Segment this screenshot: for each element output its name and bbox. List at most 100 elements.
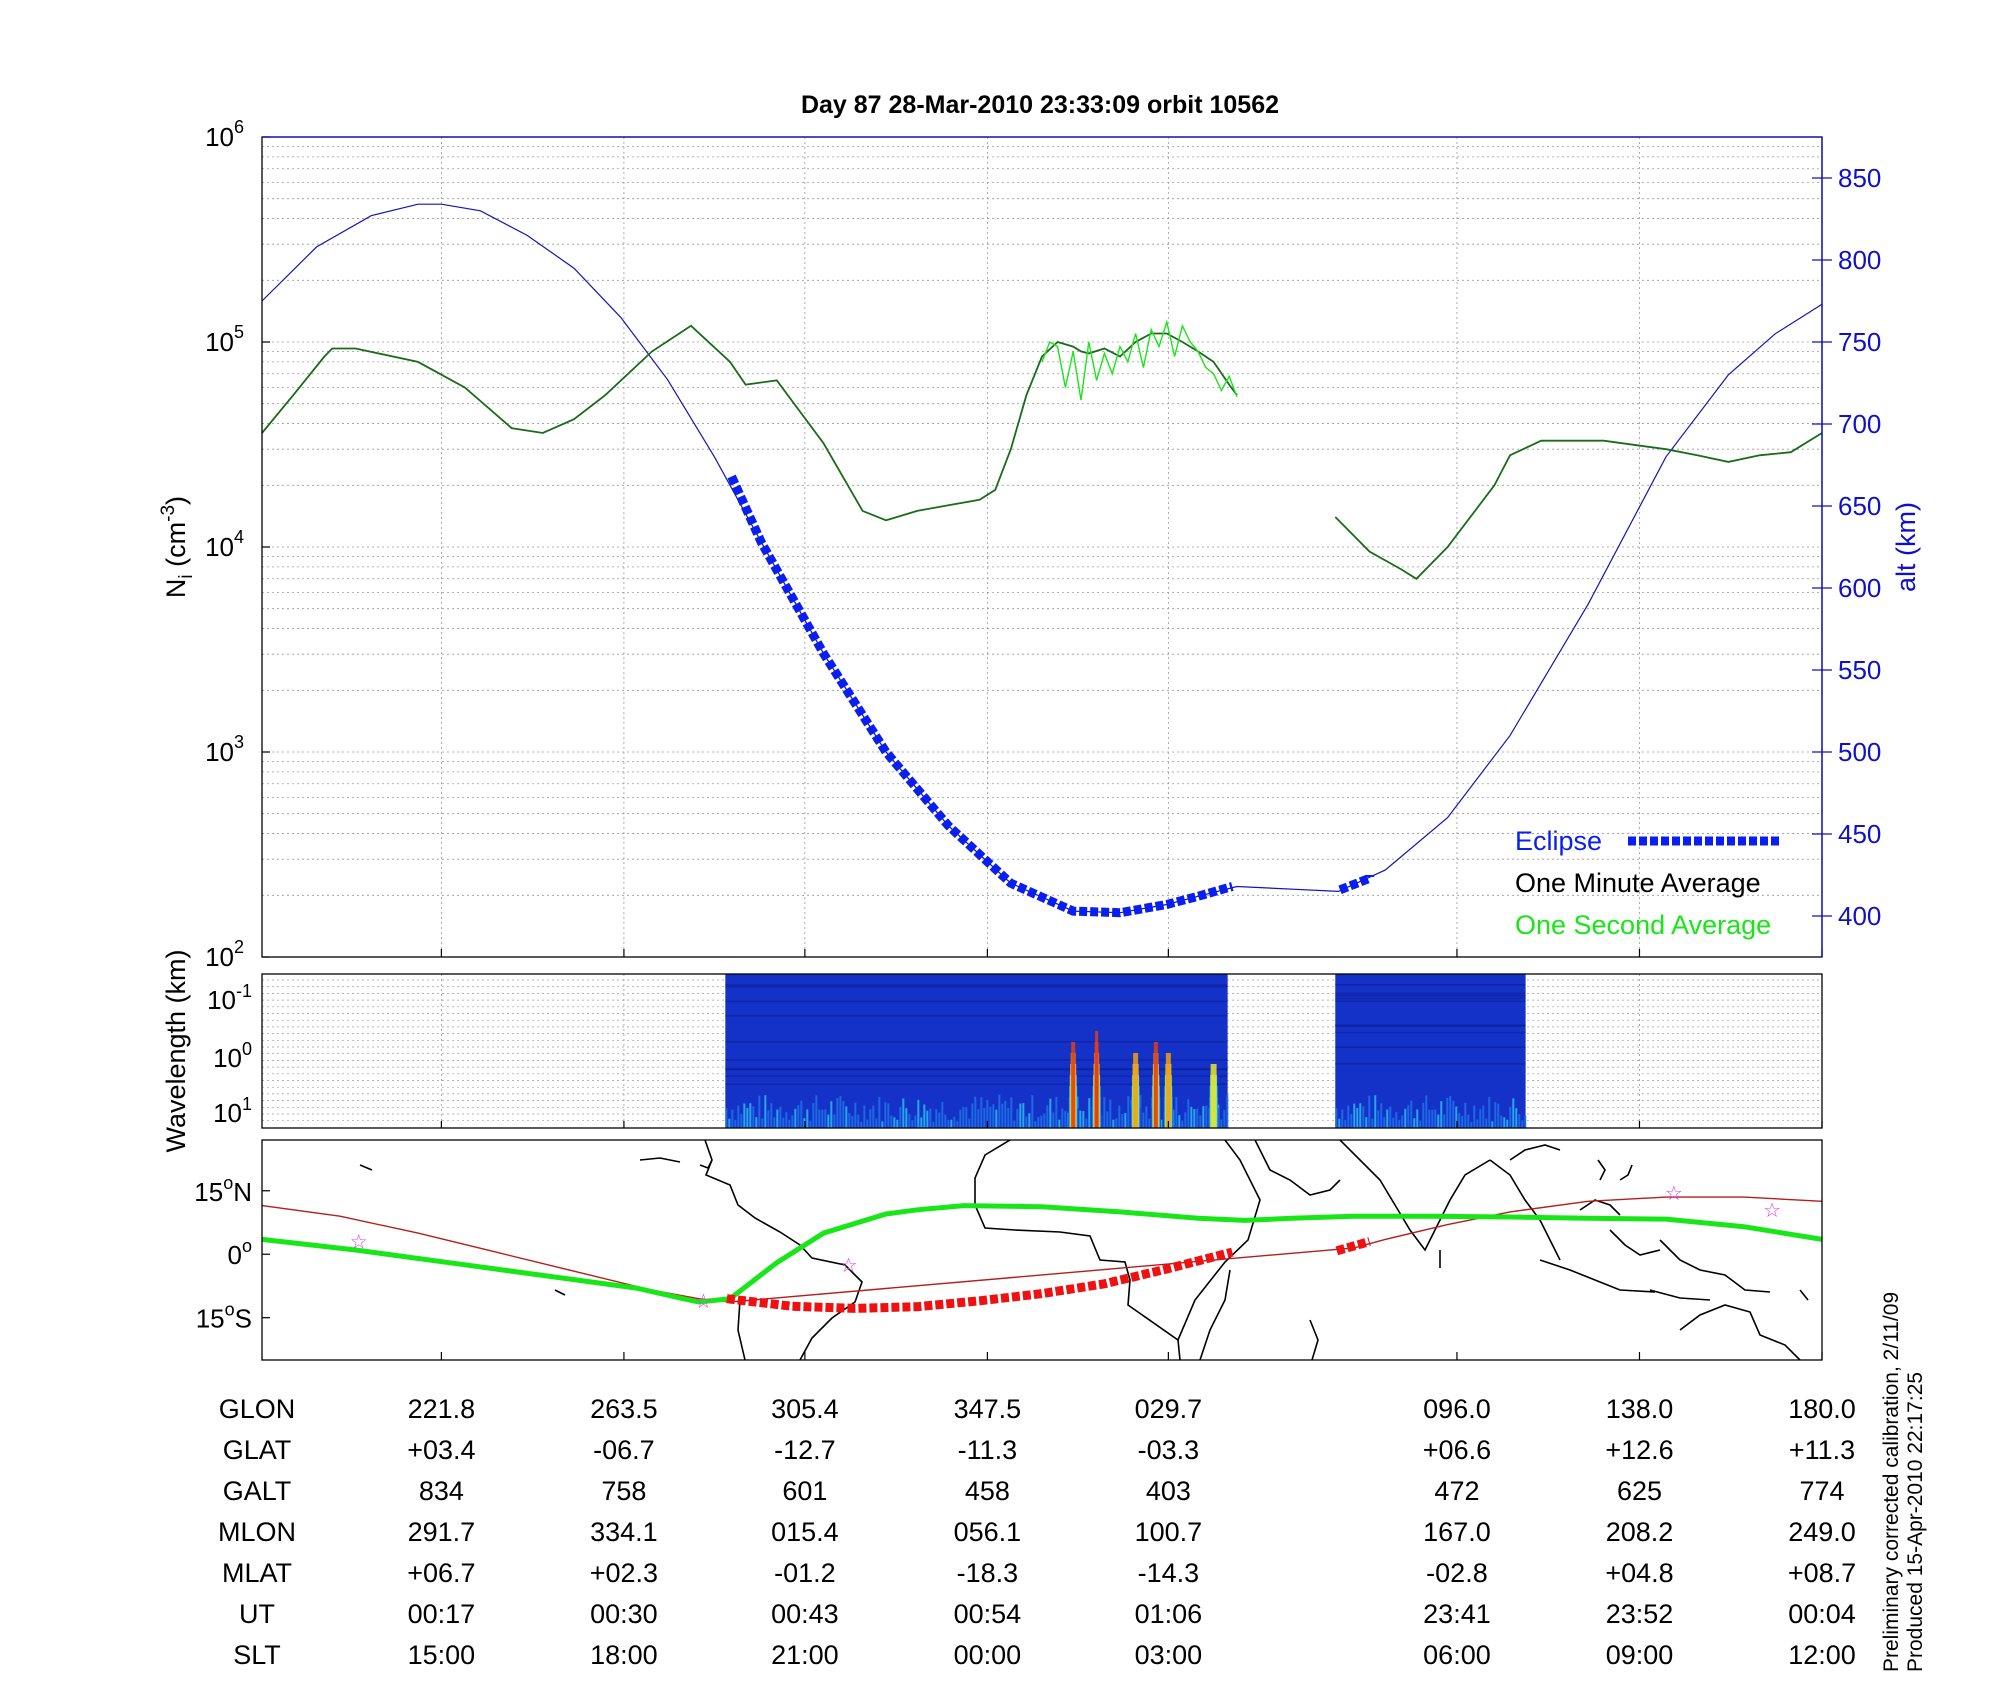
spectrogram-streak <box>971 1103 974 1128</box>
table-cell: 334.1 <box>590 1517 658 1547</box>
spectrogram-streak <box>1392 1117 1395 1128</box>
table-cell: 403 <box>1146 1476 1191 1506</box>
spectrogram-streak <box>791 1115 794 1128</box>
eclipse-track-line <box>1335 1237 1371 1256</box>
spectrogram-streak <box>932 1121 935 1128</box>
spectrogram-streak <box>968 1118 971 1128</box>
degree-sign: o <box>225 1300 235 1320</box>
spectrogram-burst <box>1153 1042 1158 1128</box>
spectrogram-streak <box>893 1117 896 1128</box>
spectrogram-streak <box>974 1096 977 1128</box>
spectrogram-streak <box>812 1102 815 1128</box>
map-tick-hemi: N <box>233 1177 252 1207</box>
table-cell: 208.2 <box>1606 1517 1674 1547</box>
coastline <box>1649 1289 1711 1301</box>
spectrogram-streak <box>890 1115 893 1128</box>
table-cell: +06.7 <box>407 1558 475 1588</box>
table-cell: 23:52 <box>1606 1599 1674 1629</box>
spectrogram-streak <box>848 1112 851 1128</box>
y-tick-label: 105 <box>205 322 244 357</box>
spectrogram-streak <box>1040 1115 1043 1128</box>
coastline <box>1579 1199 1621 1216</box>
spectrogram-streak <box>1365 1117 1368 1128</box>
spectrogram-streak <box>1443 1114 1446 1128</box>
table-cell: 056.1 <box>954 1517 1022 1547</box>
spectrogram-streak <box>728 1118 731 1128</box>
spectrogram-streak <box>941 1101 944 1128</box>
spectrogram-streak <box>1082 1111 1085 1128</box>
spectrogram-band <box>1335 1025 1526 1027</box>
spectrogram-streak <box>1467 1114 1470 1128</box>
spectrogram-streak <box>1088 1098 1091 1128</box>
table-cell: -11.3 <box>958 1435 1018 1465</box>
spectrogram-streak <box>917 1099 920 1128</box>
table-row-label: GALT <box>223 1476 292 1506</box>
spectrogram-streak <box>1521 1120 1524 1128</box>
spectrogram-streak <box>1061 1108 1064 1128</box>
spectrogram-streak <box>1019 1103 1022 1128</box>
spectrogram-streak <box>734 1119 737 1128</box>
coastline <box>1539 1259 1656 1293</box>
spectrogram-streak <box>887 1103 890 1128</box>
coastline <box>1619 1164 1633 1181</box>
spectrogram-streak <box>929 1108 932 1128</box>
spectrogram-streak <box>1103 1097 1106 1128</box>
spectrogram-streak <box>905 1108 908 1128</box>
spectrogram-streak <box>1428 1109 1431 1128</box>
spectrogram-streak <box>1160 1119 1163 1128</box>
table-cell: 221.8 <box>408 1394 476 1424</box>
spectrogram-streak <box>989 1106 992 1128</box>
spectrogram-streak <box>1485 1118 1488 1128</box>
map-tick-label: 15oN <box>194 1173 252 1207</box>
table-cell: 758 <box>601 1476 646 1506</box>
spectrogram-streak <box>956 1121 959 1128</box>
spectrogram-band <box>725 1059 1228 1061</box>
spectrogram-streak <box>1383 1117 1386 1128</box>
spectrogram-streak <box>920 1117 923 1128</box>
table-cell: +03.4 <box>407 1435 475 1465</box>
coastline <box>1509 1144 1561 1161</box>
table-cell: 291.7 <box>408 1517 476 1547</box>
spectrogram-streak <box>1374 1095 1377 1128</box>
spectrogram-streak <box>1503 1117 1506 1128</box>
table-cell: 00:43 <box>771 1599 839 1629</box>
spectrogram-streak <box>749 1103 752 1128</box>
spectrogram-streak <box>773 1117 776 1128</box>
spectrogram-streak <box>1058 1119 1061 1128</box>
spectrogram-band <box>1335 1031 1526 1034</box>
spectrogram-streak <box>1395 1112 1398 1128</box>
map-tick-deg: 0 <box>228 1240 242 1270</box>
spectrogram-streak <box>1524 1115 1527 1128</box>
spectrogram-band <box>725 1083 1228 1085</box>
spectrogram-streak <box>1512 1098 1515 1128</box>
spectrogram-streak <box>1464 1102 1467 1128</box>
table-cell: 00:30 <box>590 1599 658 1629</box>
table-cell: 12:00 <box>1788 1640 1856 1670</box>
coastline <box>1339 1139 1491 1252</box>
spectrogram-streak <box>1199 1115 1202 1128</box>
wavelength-tick-base: 10 <box>213 1098 242 1128</box>
alt-tick-label: 450 <box>1838 819 1881 849</box>
spectrogram-streak <box>998 1094 1001 1128</box>
spectrogram-streak <box>1127 1096 1130 1128</box>
spectrogram-streak <box>806 1109 809 1128</box>
spectrogram-streak <box>1004 1100 1007 1128</box>
spectrogram-streak <box>863 1105 866 1128</box>
legend-label: Eclipse <box>1515 826 1602 856</box>
table-cell: 249.0 <box>1788 1517 1856 1547</box>
coastline <box>1679 1304 1801 1361</box>
spectrogram-streak <box>1455 1106 1458 1128</box>
spectrogram-streak <box>1220 1119 1223 1128</box>
spectrogram-streak <box>1386 1109 1389 1128</box>
spectrogram-streak <box>965 1107 968 1128</box>
alt-tick-label: 400 <box>1838 901 1881 931</box>
spectrogram-streak <box>770 1103 773 1128</box>
spectrogram-streak <box>818 1109 821 1128</box>
coastline <box>1597 1159 1606 1181</box>
spectrogram-streak <box>1350 1114 1353 1128</box>
coastline <box>359 1164 373 1171</box>
coastline <box>737 1299 746 1361</box>
table-cell: 601 <box>782 1476 827 1506</box>
spectrogram-streak <box>1178 1115 1181 1128</box>
